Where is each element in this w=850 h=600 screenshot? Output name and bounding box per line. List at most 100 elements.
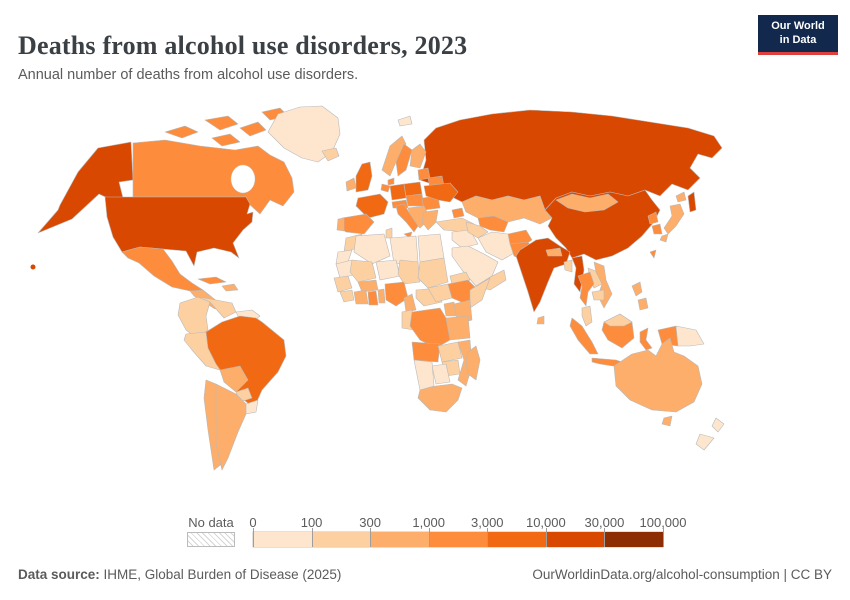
no-data-swatch[interactable]	[187, 532, 235, 547]
country-czech-hungary[interactable]	[405, 193, 425, 207]
country-burkina-faso[interactable]	[357, 279, 379, 293]
country-poland[interactable]	[403, 181, 423, 197]
data-source: Data source: IHME, Global Burden of Dise…	[18, 567, 341, 582]
legend-tick	[663, 528, 664, 547]
legend-tick-label: 30,000	[584, 515, 625, 530]
country-hispaniola[interactable]	[221, 283, 239, 292]
country-tanzania[interactable]	[445, 315, 471, 341]
country-chad[interactable]	[397, 259, 421, 285]
country-dr-congo[interactable]	[409, 307, 451, 349]
country-papua-new-guinea[interactable]	[675, 325, 705, 347]
country-angola[interactable]	[411, 341, 441, 363]
country-algeria[interactable]	[353, 233, 391, 265]
country-north-korea[interactable]	[647, 211, 659, 225]
country-norway[interactable]	[381, 135, 407, 177]
country-malaysia[interactable]	[581, 305, 593, 327]
legend-bin-30000-100000[interactable]	[604, 532, 664, 547]
country-germany[interactable]	[389, 183, 407, 201]
country-togo-benin[interactable]	[377, 288, 386, 304]
country-portugal[interactable]	[336, 217, 345, 232]
country-mali[interactable]	[349, 259, 377, 283]
country-iceland[interactable]	[321, 147, 340, 162]
legend-color-bar[interactable]	[253, 528, 664, 547]
country-turkmenistan[interactable]	[465, 221, 489, 239]
country-egypt[interactable]	[417, 233, 445, 263]
country-zambia[interactable]	[437, 341, 463, 363]
country-borneo-malaysia[interactable]	[603, 313, 633, 327]
country-canada[interactable]	[132, 139, 295, 215]
country-cuba[interactable]	[197, 276, 227, 285]
country-sumatra[interactable]	[569, 317, 599, 355]
country-sri-lanka[interactable]	[536, 315, 545, 325]
country-ivory-coast[interactable]	[353, 289, 369, 305]
legend-bin-1000-3000[interactable]	[428, 532, 488, 547]
country-new-zealand[interactable]	[695, 417, 725, 451]
legend-tick	[487, 528, 489, 547]
country-namibia[interactable]	[413, 359, 435, 391]
country-madagascar[interactable]	[465, 345, 481, 381]
country-sudan[interactable]	[417, 257, 449, 289]
country-uruguay[interactable]	[245, 399, 259, 415]
country-canada-arctic-islands[interactable]	[164, 107, 289, 147]
country-taiwan[interactable]	[649, 249, 657, 259]
legend-bin-100-300[interactable]	[311, 532, 371, 547]
country-south-africa[interactable]	[417, 383, 463, 413]
legend-no-data: No data	[187, 515, 235, 547]
country-alaska[interactable]	[37, 141, 134, 234]
country-libya[interactable]	[389, 235, 419, 265]
country-mongolia[interactable]	[555, 193, 619, 213]
data-source-label: Data source:	[18, 567, 100, 582]
country-bolivia[interactable]	[219, 365, 249, 393]
country-uganda[interactable]	[443, 301, 457, 317]
country-nepal[interactable]	[545, 247, 563, 257]
country-sulawesi[interactable]	[639, 327, 653, 351]
country-ghana[interactable]	[367, 290, 379, 306]
country-philippines[interactable]	[631, 281, 649, 311]
country-tunisia[interactable]	[385, 227, 393, 239]
legend-tick-labels: 0 100 300 1,000 3,000 10,000 30,000 100,…	[249, 515, 686, 532]
country-caucasus[interactable]	[451, 207, 465, 219]
country-nigeria[interactable]	[384, 281, 409, 307]
country-sakhalin[interactable]	[687, 191, 697, 213]
country-france[interactable]	[355, 193, 389, 219]
owid-url-license[interactable]: OurWorldinData.org/alcohol-consumption |…	[532, 567, 832, 582]
page-title: Deaths from alcohol use disorders, 2023	[18, 31, 468, 61]
country-ukraine[interactable]	[423, 182, 459, 203]
country-australia[interactable]	[613, 337, 703, 413]
legend-tick	[428, 528, 430, 547]
country-cambodia[interactable]	[591, 289, 605, 301]
country-greenland[interactable]	[267, 105, 341, 163]
country-syria-iraq[interactable]	[451, 229, 479, 249]
country-sweden[interactable]	[395, 143, 413, 177]
country-cameroon[interactable]	[403, 293, 417, 313]
country-thailand[interactable]	[577, 271, 595, 307]
legend-bin-0-100[interactable]	[253, 532, 312, 547]
country-denmark[interactable]	[387, 177, 395, 186]
country-argentina[interactable]	[215, 383, 247, 471]
legend-bin-3000-10000[interactable]	[487, 532, 546, 547]
country-finland[interactable]	[409, 143, 427, 169]
country-south-korea[interactable]	[651, 223, 663, 235]
country-italy[interactable]	[395, 203, 419, 233]
country-botswana[interactable]	[431, 363, 451, 385]
country-svalbard[interactable]	[397, 115, 413, 127]
legend-bin-300-1000[interactable]	[370, 532, 429, 547]
country-japan[interactable]	[659, 191, 687, 243]
country-senegal-guinea[interactable]	[333, 275, 353, 293]
legend-tick-label: 1,000	[412, 515, 445, 530]
country-bangladesh[interactable]	[563, 259, 573, 273]
legend-bin-10000-30000[interactable]	[545, 532, 605, 547]
data-source-text: IHME, Global Burden of Disease (2025)	[99, 567, 342, 582]
country-uk[interactable]	[355, 161, 373, 193]
country-kazakhstan[interactable]	[461, 195, 553, 225]
country-hawaii[interactable]	[30, 264, 36, 270]
legend-scale: 0 100 300 1,000 3,000 10,000 30,000 100,…	[249, 515, 687, 547]
country-niger[interactable]	[375, 259, 401, 281]
country-sierra-leone-liberia[interactable]	[339, 289, 355, 303]
country-tasmania[interactable]	[661, 415, 673, 427]
country-greece[interactable]	[421, 209, 439, 231]
legend-tick	[311, 528, 313, 547]
country-ireland[interactable]	[345, 177, 357, 192]
country-benelux[interactable]	[380, 183, 391, 193]
country-india[interactable]	[515, 237, 571, 313]
